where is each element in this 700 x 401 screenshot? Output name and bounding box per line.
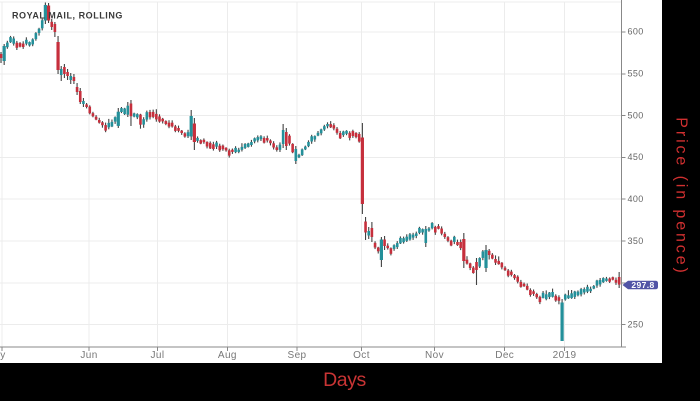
svg-text:600: 600 bbox=[628, 27, 644, 37]
svg-text:ROYAL MAIL, ROLLING: ROYAL MAIL, ROLLING bbox=[12, 10, 123, 20]
svg-text:Aug: Aug bbox=[218, 350, 237, 361]
svg-text:550: 550 bbox=[628, 69, 644, 79]
svg-text:Jun: Jun bbox=[80, 350, 97, 361]
svg-text:2019: 2019 bbox=[553, 350, 577, 361]
svg-text:297.8: 297.8 bbox=[631, 280, 654, 290]
svg-text:Days: Days bbox=[323, 369, 366, 391]
svg-text:Dec: Dec bbox=[495, 350, 514, 361]
svg-text:450: 450 bbox=[628, 152, 644, 162]
svg-text:Sep: Sep bbox=[288, 350, 307, 361]
svg-text:May: May bbox=[0, 350, 6, 361]
svg-text:400: 400 bbox=[628, 194, 644, 204]
svg-text:350: 350 bbox=[628, 236, 644, 246]
svg-text:Nov: Nov bbox=[425, 350, 444, 361]
svg-text:Jul: Jul bbox=[151, 350, 165, 361]
svg-text:Oct: Oct bbox=[353, 350, 370, 361]
svg-text:500: 500 bbox=[628, 111, 644, 121]
svg-text:250: 250 bbox=[628, 320, 644, 330]
svg-text:Price (in pence): Price (in pence) bbox=[673, 117, 690, 275]
